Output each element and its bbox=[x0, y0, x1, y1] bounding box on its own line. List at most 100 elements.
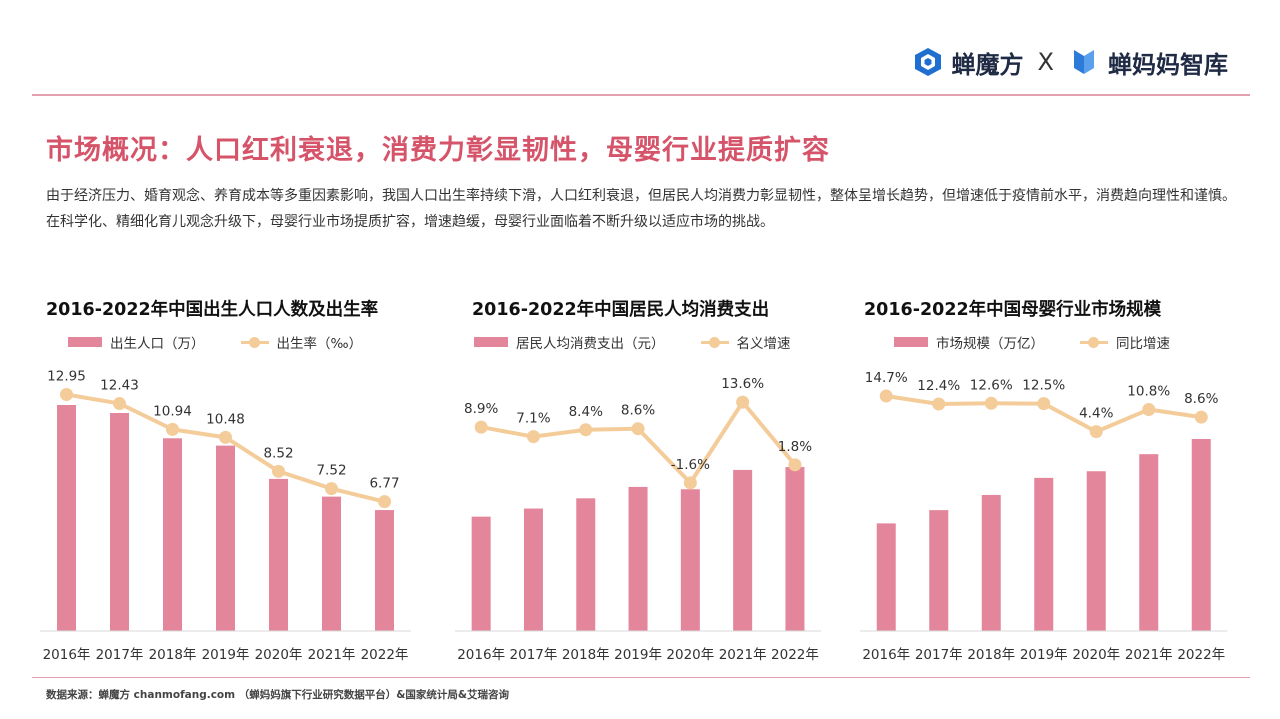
logo-chanmofang: 蝉魔方 bbox=[951, 50, 1024, 79]
line-point-2021年 bbox=[1142, 403, 1156, 417]
bar-2016年 bbox=[57, 405, 76, 631]
x-tick-label: 2021年 bbox=[1125, 647, 1173, 663]
line-point-2017年 bbox=[113, 397, 126, 411]
bar-2022年 bbox=[375, 510, 394, 631]
bar-2022年 bbox=[1191, 439, 1211, 631]
chart3-legend-line-label: 同比增速 bbox=[1116, 336, 1170, 352]
bar-2019年 bbox=[216, 445, 235, 631]
logo-chanmama: 蝉妈妈智库 bbox=[1108, 50, 1228, 79]
line-point-2016年 bbox=[60, 388, 73, 402]
bar-2017年 bbox=[929, 510, 949, 631]
bar-2022年 bbox=[785, 467, 805, 631]
x-tick-label: 2020年 bbox=[666, 647, 714, 663]
chart2-legend-bar-label: 居民人均消费支出（元） bbox=[516, 336, 665, 352]
data-label: 13.6% bbox=[721, 376, 764, 392]
chanmofang-logo-icon bbox=[914, 48, 941, 76]
x-tick-label: 2022年 bbox=[1177, 647, 1225, 663]
bar-2021年 bbox=[1139, 454, 1159, 631]
bar-2018年 bbox=[576, 498, 596, 631]
data-label: 12.43 bbox=[100, 378, 139, 394]
chart1-title: 2016-2022年中国出生人口人数及出生率 bbox=[46, 300, 379, 320]
page-title: 市场概况：人口红利衰退，消费力彰显韧性，母婴行业提质扩容 bbox=[46, 135, 830, 166]
data-label: 12.6% bbox=[970, 377, 1013, 393]
chart1-legend-bar-label: 出生人口（万） bbox=[110, 336, 205, 352]
data-label: 10.94 bbox=[153, 403, 192, 419]
line-point-2018年 bbox=[166, 422, 179, 436]
x-tick-label: 2019年 bbox=[202, 647, 250, 663]
x-tick-label: 2018年 bbox=[562, 647, 610, 663]
line-point-2022年 bbox=[378, 495, 391, 509]
chart2-legend-line-label: 名义增速 bbox=[736, 336, 791, 352]
x-tick-label: 2019年 bbox=[1020, 647, 1068, 663]
line-point-2017年 bbox=[526, 430, 540, 444]
line-point-2020年 bbox=[272, 464, 285, 478]
bar-2019年 bbox=[1034, 477, 1054, 631]
data-label: 8.4% bbox=[569, 404, 603, 420]
x-tick-label: 2016年 bbox=[457, 647, 505, 663]
data-label: 10.48 bbox=[206, 411, 245, 427]
x-tick-label: 2022年 bbox=[771, 647, 819, 663]
bar-2020年 bbox=[680, 489, 700, 631]
chanmama-logo-icon bbox=[1074, 50, 1094, 74]
x-tick-label: 2018年 bbox=[967, 647, 1015, 663]
legend-line-swatch bbox=[240, 336, 269, 348]
footer-divider bbox=[32, 677, 1250, 678]
chart1-birth-population: 12.95 12.43 10.94 10.48 8.52 7.52 6.77 2016年 201… bbox=[40, 369, 411, 663]
data-label: 8.52 bbox=[263, 445, 293, 461]
x-tick-label: 2018年 bbox=[149, 647, 197, 663]
line-point-2021年 bbox=[325, 482, 338, 496]
line-point-2019年 bbox=[1037, 397, 1051, 411]
brand-logos: 蝉魔方 X 蝉妈妈智库 bbox=[912, 42, 1228, 82]
bar-2018年 bbox=[163, 438, 182, 631]
data-label: 12.5% bbox=[1022, 378, 1065, 394]
data-label: 12.4% bbox=[917, 378, 960, 394]
x-tick-label: 2021年 bbox=[308, 647, 356, 663]
bar-2021年 bbox=[322, 496, 341, 631]
data-label: -1.6% bbox=[671, 457, 710, 473]
data-label: 8.6% bbox=[621, 403, 655, 419]
data-label: 7.52 bbox=[316, 463, 346, 479]
line-point-2022年 bbox=[1194, 410, 1208, 424]
data-label: 14.7% bbox=[865, 370, 908, 386]
chart2-legend: 居民人均消费支出（元） 名义增速 bbox=[474, 332, 791, 352]
bar-2020年 bbox=[269, 478, 288, 631]
x-tick-label: 2021年 bbox=[719, 647, 767, 663]
line-point-2018年 bbox=[984, 396, 998, 410]
bar-2018年 bbox=[981, 494, 1001, 631]
data-label: 7.1% bbox=[516, 411, 550, 427]
bar-2017年 bbox=[110, 412, 129, 631]
logo-separator: X bbox=[1037, 48, 1054, 76]
x-tick-label: 2017年 bbox=[96, 647, 144, 663]
data-source: 数据来源：蝉魔方 chanmofang.com （蝉妈妈旗下行业研究数据平台）&… bbox=[46, 689, 510, 701]
chart3-maternity-market-size: 14.7% 12.4% 12.6% 12.5% 4.4% 10.8% 8.6% 2016年 20… bbox=[860, 370, 1228, 663]
bar-2021年 bbox=[733, 469, 753, 631]
chart3-title: 2016-2022年中国母婴行业市场规模 bbox=[864, 300, 1162, 320]
x-tick-label: 2016年 bbox=[862, 647, 910, 663]
line-point-2017年 bbox=[932, 397, 946, 411]
data-label: 8.6% bbox=[1184, 391, 1218, 407]
legend-bar-swatch bbox=[894, 337, 928, 347]
intro-paragraph: 由于经济压力、婚育观念、养育成本等多重因素影响，我国人口出生率持续下滑，人口红利… bbox=[46, 188, 1236, 230]
x-tick-label: 2017年 bbox=[915, 647, 963, 663]
chart2-consumption-spending: 8.9% 7.1% 8.4% 8.6% -1.6% 13.6% 1.8% 2016年 2017年… bbox=[455, 376, 822, 663]
legend-line-swatch bbox=[700, 336, 729, 348]
data-label: 12.95 bbox=[47, 369, 86, 385]
legend-bar-swatch bbox=[474, 337, 508, 347]
data-label: 1.8% bbox=[778, 439, 812, 455]
line-point-2019年 bbox=[219, 430, 232, 444]
line-point-2018年 bbox=[579, 423, 593, 437]
line-point-2016年 bbox=[879, 389, 893, 403]
chart3-legend-bar-label: 市场规模（万亿） bbox=[936, 336, 1044, 352]
line-point-2019年 bbox=[631, 422, 645, 436]
line-point-2020年 bbox=[683, 476, 697, 490]
x-tick-label: 2020年 bbox=[1072, 647, 1120, 663]
x-tick-label: 2022年 bbox=[361, 647, 409, 663]
x-tick-label: 2019年 bbox=[614, 647, 662, 663]
chart1-legend-line-label: 出生率（‰） bbox=[276, 336, 363, 352]
data-label: 6.77 bbox=[369, 476, 399, 492]
data-label: 4.4% bbox=[1079, 406, 1113, 422]
bar-2016年 bbox=[876, 523, 896, 631]
data-label: 8.9% bbox=[464, 401, 498, 417]
chart1-legend: 出生人口（万） 出生率（‰） bbox=[68, 332, 362, 352]
x-tick-label: 2016年 bbox=[43, 647, 91, 663]
